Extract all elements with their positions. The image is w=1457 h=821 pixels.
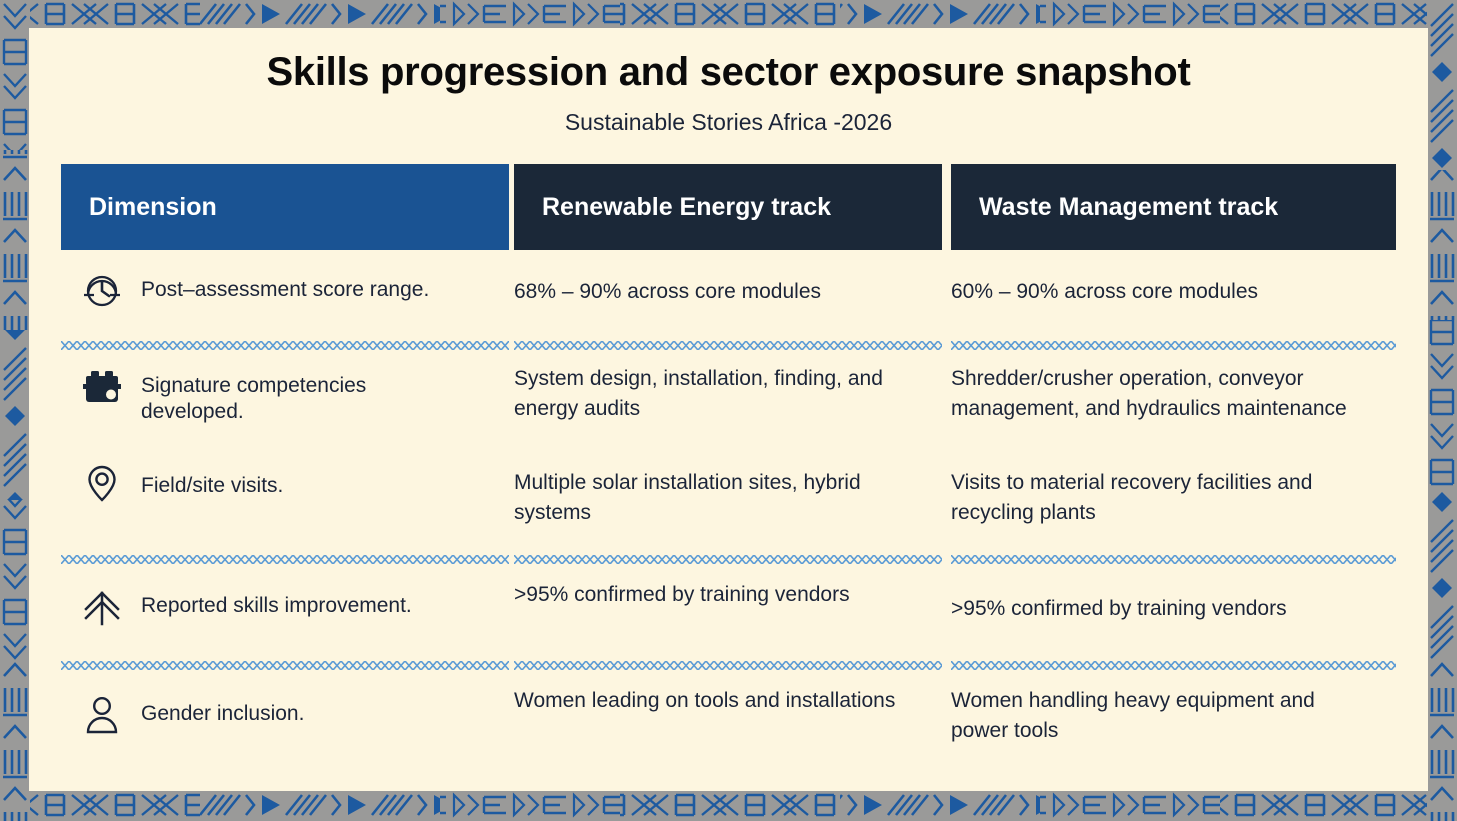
row-divider xyxy=(61,654,1396,676)
divider-segment xyxy=(514,555,942,564)
table-row: Reported skills improvement. >95% confir… xyxy=(61,570,1396,654)
row-dimension-cell: Gender inclusion. xyxy=(61,692,509,738)
renewable-cell: Women leading on tools and installations xyxy=(514,689,896,712)
table-header-row: Dimension Renewable Energy track Waste M… xyxy=(61,164,1396,250)
renewable-cell: Multiple solar installation sites, hybri… xyxy=(514,471,861,524)
table-row: Signature competencies developed. System… xyxy=(61,356,1396,460)
divider-segment xyxy=(951,341,1396,350)
toolbox-icon xyxy=(79,364,125,410)
table-row: Gender inclusion. Women leading on tools… xyxy=(61,676,1396,762)
column-header-dimension: Dimension xyxy=(61,164,509,250)
content-card: Skills progression and sector exposure s… xyxy=(29,28,1428,791)
renewable-cell: System design, installation, finding, an… xyxy=(514,367,883,420)
row-dimension-cell: Signature competencies developed. xyxy=(61,364,509,426)
waste-cell: 60% – 90% across core modules xyxy=(951,280,1258,303)
pattern-band-right xyxy=(1427,0,1457,821)
dimension-label: Gender inclusion. xyxy=(141,702,305,725)
divider-segment xyxy=(514,661,942,670)
column-header-renewable: Renewable Energy track xyxy=(514,164,942,250)
row-dimension-cell: Post–assessment score range. xyxy=(61,268,509,314)
waste-cell: >95% confirmed by training vendors xyxy=(951,597,1287,620)
clock-icon xyxy=(79,268,125,314)
column-header-label: Renewable Energy track xyxy=(542,192,832,221)
renewable-cell: 68% – 90% across core modules xyxy=(514,280,821,303)
row-dimension-cell: Field/site visits. xyxy=(61,460,509,506)
divider-segment xyxy=(61,555,509,564)
pattern-band-left xyxy=(0,0,30,821)
row-dimension-cell: Reported skills improvement. xyxy=(61,584,509,630)
divider-segment xyxy=(514,341,942,350)
divider-segment xyxy=(61,661,509,670)
waste-cell: Women handling heavy equipment and power… xyxy=(951,689,1315,742)
comparison-table: Dimension Renewable Energy track Waste M… xyxy=(61,164,1396,762)
column-header-waste: Waste Management track xyxy=(951,164,1396,250)
pattern-band-top xyxy=(0,0,1457,28)
dimension-label: Reported skills improvement. xyxy=(141,594,412,617)
dimension-label: Field/site visits. xyxy=(141,474,284,497)
dimension-label: Post–assessment score range. xyxy=(141,278,430,301)
column-header-label: Waste Management track xyxy=(979,192,1279,221)
divider-segment xyxy=(951,661,1396,670)
dimension-label: Signature competencies developed. xyxy=(141,374,367,424)
row-divider xyxy=(61,548,1396,570)
person-icon xyxy=(79,692,125,738)
table-row: Field/site visits. Multiple solar instal… xyxy=(61,460,1396,548)
up-arrow-icon xyxy=(79,584,125,630)
location-pin-icon xyxy=(79,460,125,506)
page-subtitle: Sustainable Stories Africa -2026 xyxy=(564,109,893,135)
pattern-band-bottom xyxy=(0,791,1457,821)
row-divider xyxy=(61,334,1396,356)
column-header-label: Dimension xyxy=(89,192,217,221)
divider-segment xyxy=(951,555,1396,564)
divider-segment xyxy=(61,341,509,350)
renewable-cell: >95% confirmed by training vendors xyxy=(514,583,850,606)
table-row: Post–assessment score range. 68% – 90% a… xyxy=(61,250,1396,334)
page-title: Skills progression and sector exposure s… xyxy=(266,50,1191,94)
waste-cell: Shredder/crusher operation, conveyor man… xyxy=(951,367,1347,420)
waste-cell: Visits to material recovery facilities a… xyxy=(951,471,1313,524)
